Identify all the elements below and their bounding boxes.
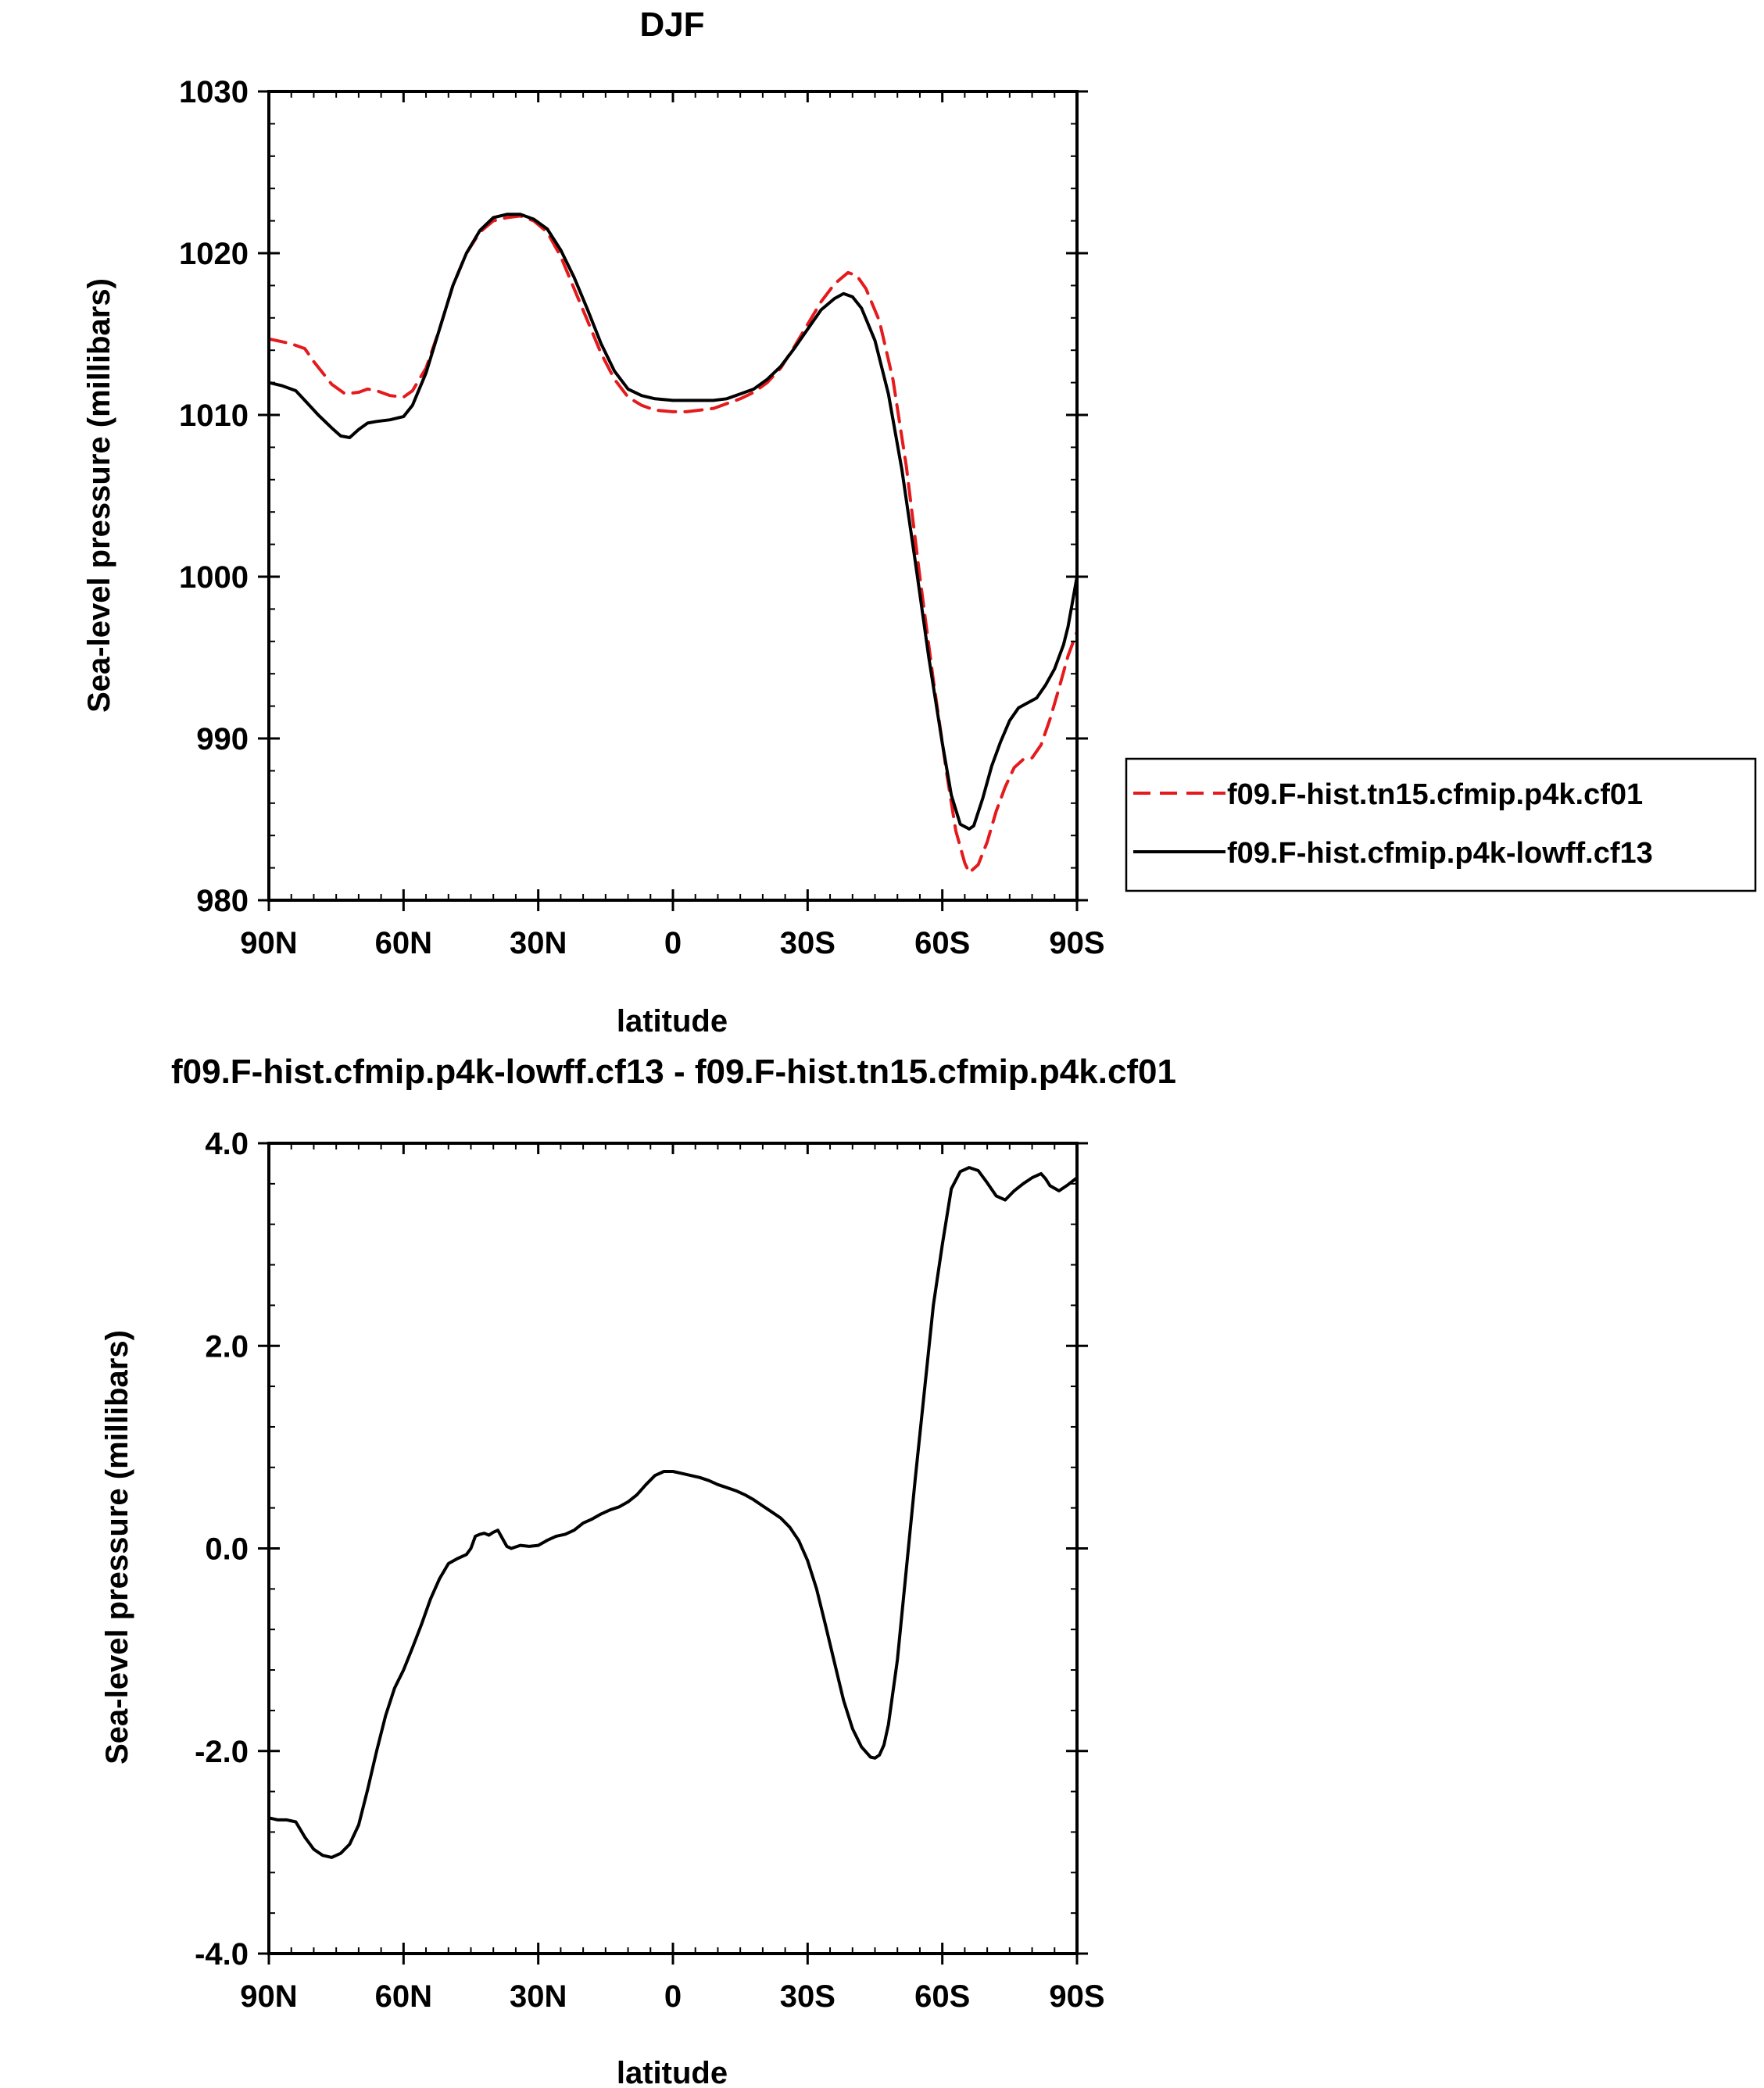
bottom-chart-title: f09.F-hist.cfmip.p4k-lowff.cf13 - f09.F-… <box>171 1053 1176 1091</box>
top-x-tick-label: 90N <box>240 926 297 960</box>
top-series-layer <box>267 213 1079 874</box>
bottom-y-tick-label: 4.0 <box>205 1127 249 1161</box>
top-chart: DJF 90N 60N 30N 0 30S 60S 90S 980 990 1000 1010 102… <box>82 5 1757 1039</box>
bottom-axes-layer: 90N 60N 30N 0 30S 60S 90S -4.0 -2.0 0.0 2.0 4.0 <box>195 1127 1105 2014</box>
top-y-tick-label: 1020 <box>179 237 249 271</box>
bottom-y-tick-label: -2.0 <box>195 1735 249 1769</box>
bottom-y-axis-label: Sea-level pressure (millibars) <box>100 1330 134 1764</box>
bottom-x-tick-label: 60N <box>375 1979 432 2014</box>
legend-label-cf01: f09.F-hist.tn15.cfmip.p4k.cf01 <box>1227 778 1643 811</box>
top-x-tick-label: 60N <box>375 926 432 960</box>
bottom-x-tick-label: 0 <box>664 1979 682 2014</box>
top-y-tick-label: 1030 <box>179 75 249 109</box>
top-x-axis-label: latitude <box>617 1004 728 1039</box>
top-series-line-1 <box>267 213 1079 831</box>
bottom-x-tick-label: 90S <box>1049 1979 1104 2014</box>
bottom-x-tick-label: 30N <box>510 1979 567 2014</box>
bottom-series-line-0 <box>267 1166 1079 1859</box>
top-x-tick-label: 30N <box>510 926 567 960</box>
top-x-tick-label: 60S <box>914 926 970 960</box>
bottom-series-layer <box>267 1166 1079 1859</box>
top-chart-title: DJF <box>639 5 704 44</box>
top-y-tick-label: 980 <box>196 884 249 918</box>
top-y-tick-label: 1010 <box>179 399 249 433</box>
bottom-x-tick-label: 60S <box>914 1979 970 2014</box>
bottom-y-tick-label: 0.0 <box>205 1532 249 1567</box>
bottom-x-axis-label: latitude <box>617 2056 728 2088</box>
bottom-chart: f09.F-hist.cfmip.p4k-lowff.cf13 - f09.F-… <box>100 1053 1176 2088</box>
top-y-axis-label: Sea-level pressure (millibars) <box>82 278 116 713</box>
top-y-tick-label: 990 <box>196 722 249 756</box>
bottom-y-tick-label: 2.0 <box>205 1329 249 1364</box>
legend-label-cf13: f09.F-hist.cfmip.p4k-lowff.cf13 <box>1227 837 1653 870</box>
top-x-tick-label: 90S <box>1049 926 1104 960</box>
top-x-tick-label: 0 <box>664 926 682 960</box>
top-y-tick-label: 1000 <box>179 560 249 595</box>
bottom-x-tick-label: 90N <box>240 1979 297 2014</box>
legend-box <box>1125 757 1757 892</box>
bottom-y-tick-label: -4.0 <box>195 1937 249 1972</box>
top-x-tick-label: 30S <box>780 926 835 960</box>
top-axes-layer: 90N 60N 30N 0 30S 60S 90S 980 990 1000 1010 1020 103… <box>179 75 1105 960</box>
bottom-x-tick-label: 30S <box>780 1979 835 2014</box>
top-legend: f09.F-hist.tn15.cfmip.p4k.cf01 f09.F-his… <box>1125 757 1757 892</box>
top-series-line-0 <box>267 214 1079 874</box>
